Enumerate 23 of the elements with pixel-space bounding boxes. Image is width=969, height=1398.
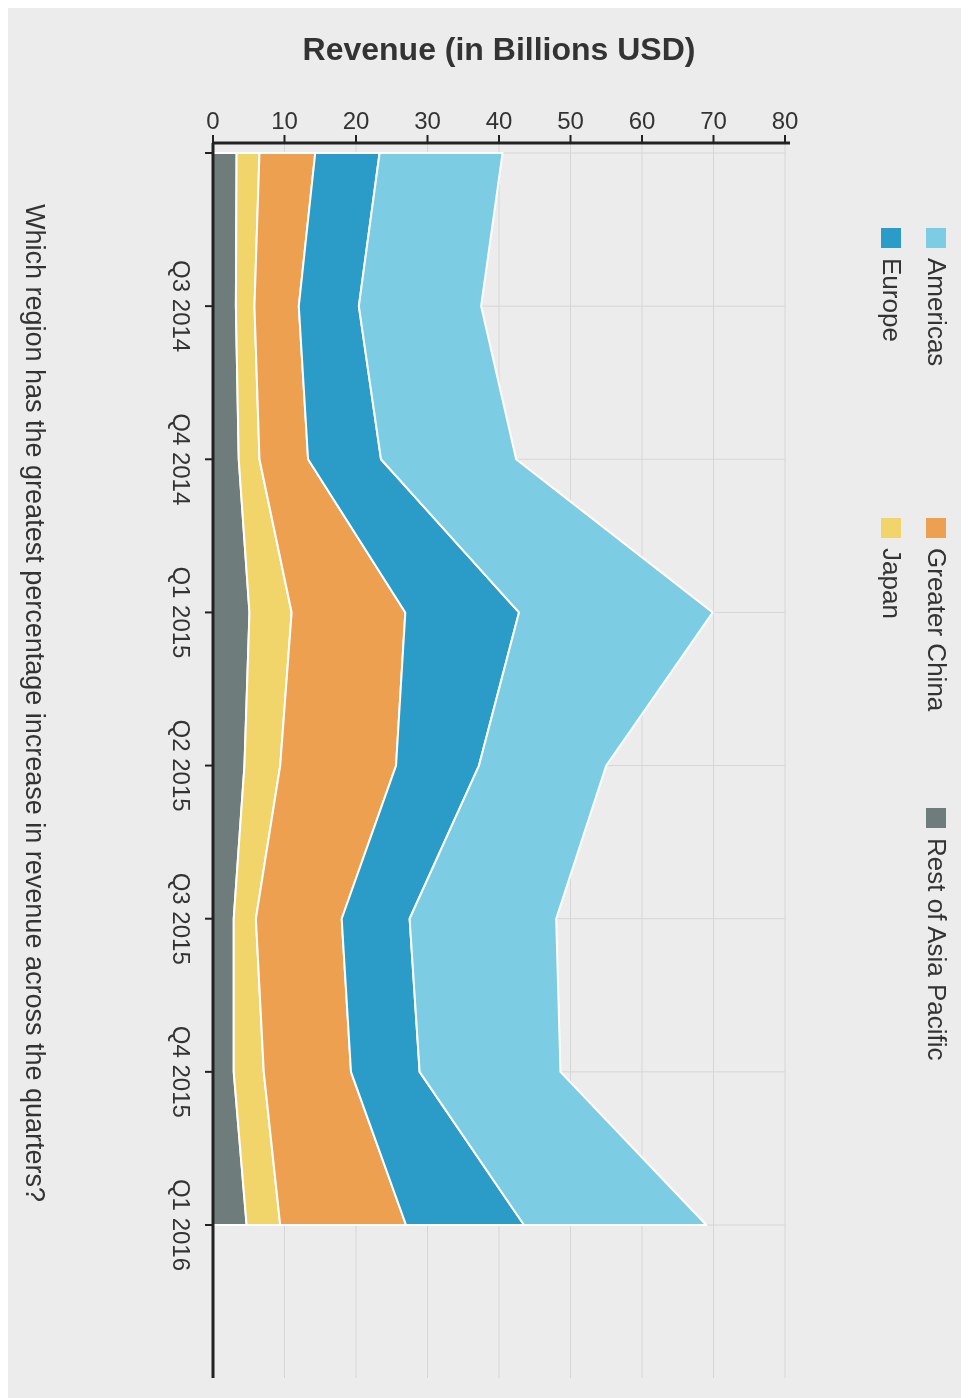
legend-label: Europe [877,258,907,342]
y-tick-label: Q1 2015 [168,566,195,659]
x-tick-label: 50 [557,107,584,134]
x-tick-label: 60 [628,107,656,134]
y-tick-label: Q1 2016 [168,1178,195,1272]
y-tick-label: Q3 2014 [168,260,195,353]
y-tick-label: Q3 2015 [168,872,195,965]
x-tick-label: 40 [485,107,513,134]
y-tick-label: Q4 2014 [168,413,195,506]
x-tick-label: 10 [271,107,298,134]
x-tick-label: 30 [414,107,441,134]
legend-label: Japan [877,548,907,619]
text: Which region has the greatest percentage increase in revenue across the quarters? [20,203,50,1203]
x-tick-label: 0 [206,107,220,134]
x-tick-label: 70 [700,107,727,134]
y-tick-label: Q2 2015 [168,719,195,812]
legend-label: Americas [922,258,952,367]
x-axis-title: Revenue (in Billions USD) [302,31,696,67]
legend-label: Rest of Asia Pacific [922,838,952,1061]
legend-label: Greater China [922,548,952,712]
y-tick-label: Q4 2015 [168,1025,195,1118]
x-tick-label: 80 [771,107,799,134]
x-tick-label: 20 [342,107,370,134]
